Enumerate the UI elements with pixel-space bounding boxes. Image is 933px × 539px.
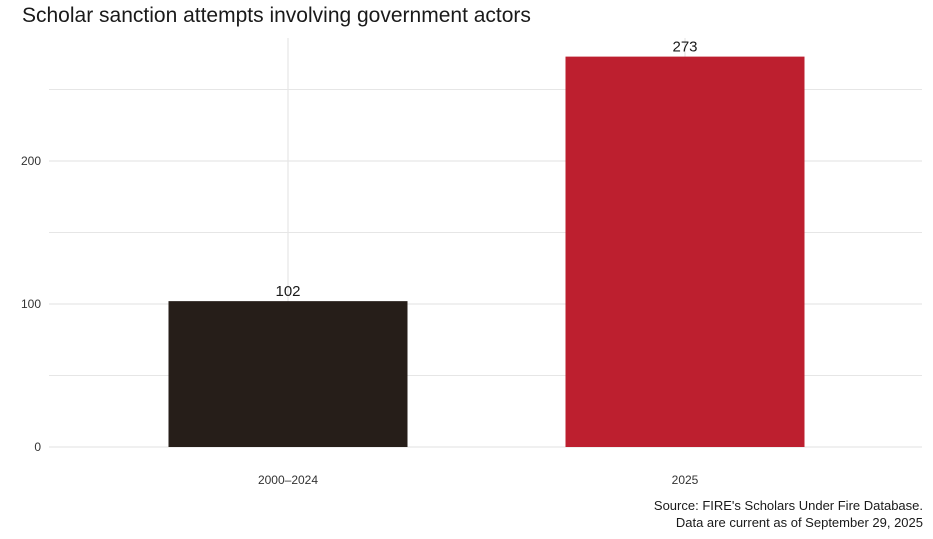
bar-value-label: 273 bbox=[672, 39, 697, 56]
caption-line-1: Source: FIRE's Scholars Under Fire Datab… bbox=[653, 498, 923, 513]
caption-line-2: Data are current as of September 29, 202… bbox=[675, 515, 923, 530]
x-tick-label: 2025 bbox=[672, 473, 699, 487]
x-tick-label: 2000–2024 bbox=[258, 473, 318, 487]
y-axis-ticks: 0 100 200 bbox=[21, 154, 41, 454]
x-axis-ticks: 2000–2024 2025 bbox=[258, 473, 699, 487]
bar-value-label: 102 bbox=[275, 283, 300, 300]
source-caption: Source: FIRE's Scholars Under Fire Datab… bbox=[654, 497, 923, 531]
bars bbox=[168, 56, 805, 448]
chart-title: Scholar sanction attempts involving gove… bbox=[22, 4, 531, 27]
y-tick-label: 0 bbox=[34, 440, 41, 454]
bar bbox=[565, 56, 805, 448]
bar-value-labels: 102 273 bbox=[275, 39, 697, 301]
bar bbox=[168, 301, 408, 447]
y-tick-label: 200 bbox=[21, 154, 41, 168]
y-tick-label: 100 bbox=[21, 297, 41, 311]
